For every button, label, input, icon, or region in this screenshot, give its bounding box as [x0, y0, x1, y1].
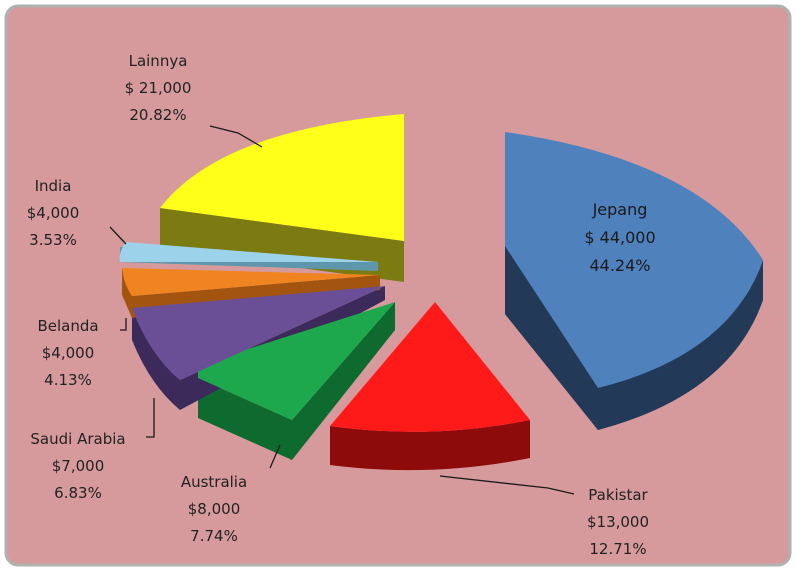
slice-amount: $13,000	[587, 513, 649, 531]
slice-side-australia-2	[292, 302, 395, 460]
slice-side-pakistar	[330, 420, 530, 471]
slice-name: Jepang	[592, 200, 648, 219]
leader-pakistar	[439, 475, 575, 495]
slice-pakistar	[330, 302, 530, 432]
slice-jepang	[505, 132, 763, 388]
slice-amount: $8,000	[188, 500, 241, 518]
leader-saudi-arabia	[146, 398, 155, 438]
slice-amount: $4,000	[27, 204, 80, 222]
slice-india	[119, 242, 378, 262]
slice-labels: Lainnya $ 21,000 20.82% India $4,000 3.5…	[27, 52, 656, 558]
slice-amount: $7,000	[52, 457, 105, 475]
slice-saudi-arabia	[132, 286, 385, 380]
slice-name: India	[35, 177, 72, 195]
label-saudi-arabia: Saudi Arabia $7,000 6.83%	[30, 430, 125, 502]
slice-percent: 3.53%	[29, 231, 77, 249]
slice-name: Lainnya	[129, 52, 188, 70]
slice-name: Saudi Arabia	[30, 430, 125, 448]
leader-australia	[269, 444, 281, 469]
slice-name: Australia	[181, 473, 247, 491]
slice-side-saudi-arabia	[132, 308, 180, 410]
label-india: India $4,000 3.53%	[27, 177, 80, 249]
slice-percent: 6.83%	[54, 484, 102, 502]
leader-india	[109, 226, 127, 245]
slice-amount: $ 21,000	[125, 79, 192, 97]
slice-name: Pakistar	[588, 486, 648, 504]
label-jepang: Jepang $ 44,000 44.24%	[584, 200, 655, 275]
slice-percent: 4.13%	[44, 371, 92, 389]
label-belanda: Belanda $4,000 4.13%	[37, 317, 98, 389]
slice-belanda	[122, 268, 380, 296]
leader-lainnya	[209, 125, 263, 148]
leader-lines	[109, 125, 575, 495]
slice-percent: 44.24%	[589, 256, 650, 275]
slice-amount: $4,000	[42, 344, 95, 362]
slice-australia	[198, 302, 395, 420]
slice-side-australia	[198, 378, 292, 460]
chart-frame	[4, 4, 792, 567]
label-lainnya: Lainnya $ 21,000 20.82%	[125, 52, 192, 124]
slice-side-jepang-rim	[505, 246, 763, 430]
slice-percent: 12.71%	[589, 540, 646, 558]
slice-percent: 20.82%	[129, 106, 186, 124]
slice-percent: 7.74%	[190, 527, 238, 545]
label-pakistar: Pakistar $13,000 12.71%	[587, 486, 649, 558]
slice-side-belanda	[122, 268, 132, 318]
label-australia: Australia $8,000 7.74%	[181, 473, 247, 545]
slice-amount: $ 44,000	[584, 228, 655, 247]
slice-tops	[119, 114, 763, 432]
leader-belanda	[120, 318, 127, 331]
slice-lainnya	[160, 114, 404, 241]
slice-name: Belanda	[37, 317, 98, 335]
